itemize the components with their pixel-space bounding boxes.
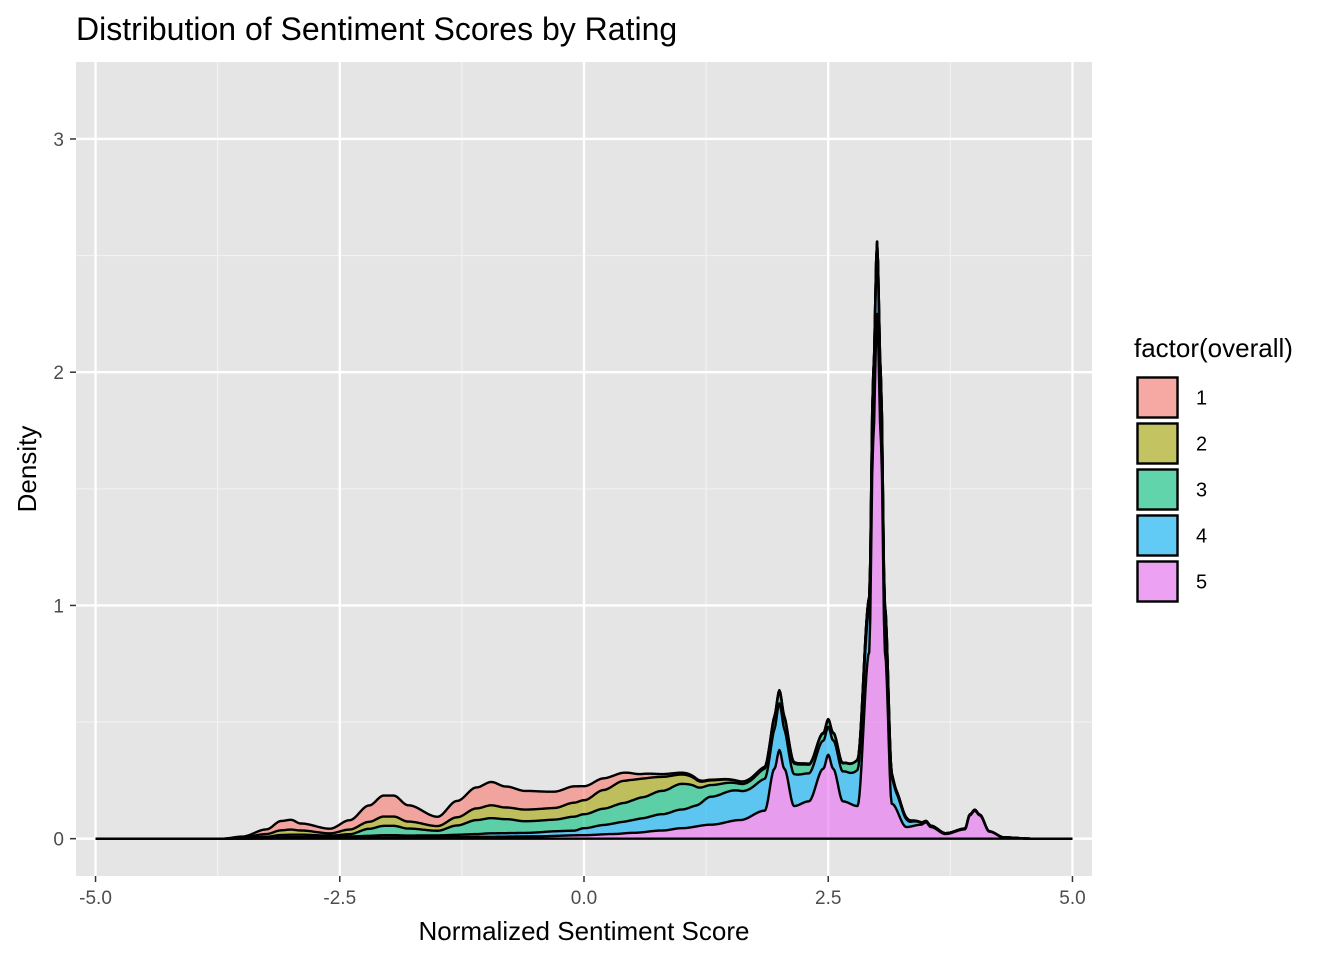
series-layer bbox=[95, 240, 1073, 840]
legend-label-3: 3 bbox=[1196, 480, 1207, 502]
legend-swatch-3 bbox=[1136, 468, 1179, 511]
legend-label-5: 5 bbox=[1196, 572, 1207, 594]
legend-label-4: 4 bbox=[1196, 526, 1207, 548]
y-axis: 0 1 2 3 bbox=[53, 130, 76, 851]
x-tick-label: -2.5 bbox=[323, 888, 356, 909]
y-tick-label: 3 bbox=[53, 130, 64, 151]
legend-swatch-5 bbox=[1136, 560, 1179, 603]
legend-title: factor(overall) bbox=[1134, 333, 1293, 363]
x-tick-label: 0.0 bbox=[571, 888, 597, 909]
y-tick-label: 0 bbox=[53, 830, 64, 851]
legend-swatch-2 bbox=[1136, 422, 1179, 465]
legend-swatch-1 bbox=[1136, 376, 1179, 419]
x-axis: -5.0 -2.5 0.0 2.5 5.0 bbox=[79, 876, 1086, 909]
chart-title: Distribution of Sentiment Scores by Rati… bbox=[76, 11, 677, 47]
legend-swatch-4 bbox=[1136, 514, 1179, 557]
legend-label-1: 1 bbox=[1196, 388, 1207, 410]
legend: factor(overall) 1 2 3 4 5 bbox=[1134, 333, 1293, 603]
density-area-5 bbox=[95, 313, 1073, 839]
x-tick-label: 5.0 bbox=[1059, 888, 1085, 909]
y-tick-label: 1 bbox=[53, 596, 64, 617]
x-tick-label: 2.5 bbox=[815, 888, 841, 909]
x-axis-title: Normalized Sentiment Score bbox=[419, 916, 750, 946]
y-tick-label: 2 bbox=[53, 363, 64, 384]
legend-entries: 1 2 3 4 5 bbox=[1136, 376, 1207, 603]
x-tick-label: -5.0 bbox=[79, 888, 112, 909]
y-axis-title: Density bbox=[12, 426, 42, 513]
legend-label-2: 2 bbox=[1196, 434, 1207, 456]
